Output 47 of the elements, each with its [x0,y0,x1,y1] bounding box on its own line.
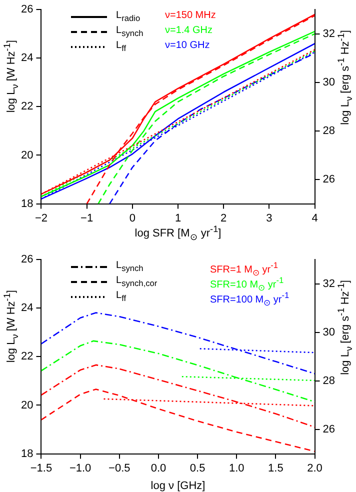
y2-tick-label: 30 [322,76,336,88]
x-tick-label: 0.5 [190,462,206,474]
annotation: L$_{ff}$ [116,40,126,53]
y-tick-label: 22 [20,350,34,363]
annotation: L$_{synch}$ [116,260,144,273]
x-tick-label: 1.5 [268,462,284,474]
x-axis-title: log SFR [M$_{⊙}$ yr$^{-1}$] [134,224,222,242]
x-tick-label: 0.0 [150,462,166,474]
y-tick-label: 24 [20,302,34,314]
annotation: L$_{synch}$ [116,25,144,38]
x-tick-label: −0.5 [108,462,130,474]
annotation: SFR=100 M$_{⊙}$ yr$^{-1}$ [210,290,290,308]
x-tick-label: 1.0 [228,462,244,474]
annotation: L$_{ff}$ [116,290,126,303]
y2-tick-label: 26 [322,424,336,436]
y-tick-label: 24 [20,52,34,64]
x-tick-label: −1.0 [69,462,92,474]
y-tick-label: 26 [20,4,34,16]
annotation: ν=1.4 GHz [165,25,213,36]
y-tick-label: 22 [20,100,34,113]
annotation: SFR=1 M$_{⊙}$ yr$^{-1}$ [210,260,278,278]
annotation: ν=150 MHz [165,10,216,21]
x-tick-label: 3 [266,212,272,224]
y2-tick-label: 30 [322,326,336,338]
x-tick-label: 1 [174,212,182,224]
y-tick-label: 18 [20,198,34,210]
x-tick-label: −1.5 [30,462,52,474]
y2-tick-label: 32 [322,28,336,40]
x-tick-label: 4 [312,212,318,224]
x-axis-title: log ν [GHz] [150,480,206,492]
annotation: ν=10 GHz [165,40,210,51]
y2-tick-label: 26 [322,174,336,186]
y-tick-label: 26 [20,254,34,266]
x-tick-label: 0 [129,212,136,224]
y-tick-label: 18 [20,448,34,460]
annotation: L$_{synch,cor}$ [116,275,158,288]
y-tick-label: 20 [20,399,34,412]
annotation: SFR=10 M$_{⊙}$ yr$^{-1}$ [210,275,284,292]
x-tick-label: −1 [80,212,94,224]
x-tick-label: 2 [220,212,227,224]
y-tick-label: 20 [20,149,34,162]
x-tick-label: 2.0 [307,462,322,474]
x-tick-label: −2 [34,212,48,224]
y2-tick-label: 28 [322,125,336,138]
y2-tick-label: 28 [322,375,336,388]
y2-tick-label: 32 [322,278,336,290]
annotation: L$_{radio}$ [116,10,140,23]
